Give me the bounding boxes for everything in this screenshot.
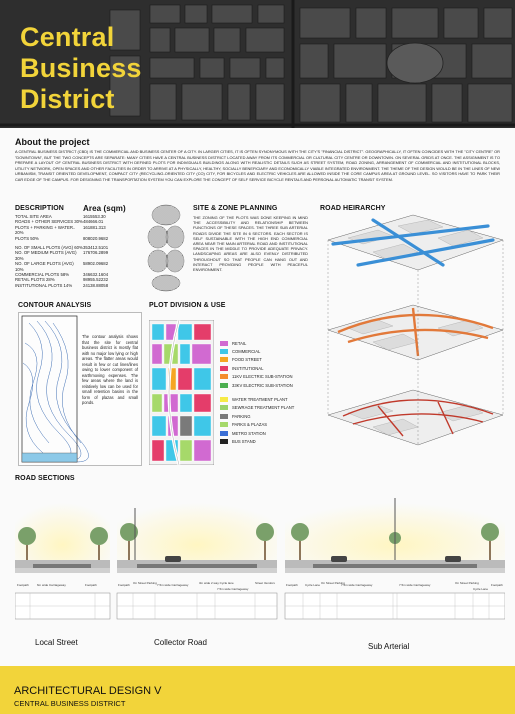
collector-label: 7.5m wide Carriageway [157,583,189,587]
caption-sub-arterial: Sub Arterial [368,642,410,651]
legend-item: INSTITUTIONAL [220,364,294,372]
collector-label: Footpath [118,583,130,587]
road-sections-heading: ROAD SECTIONS [15,475,75,482]
stats-row: COMMERCIAL PLOTS 58% 346632.1604 [15,272,109,278]
plot-division-heading: PLOT DIVISION & USE [149,302,226,309]
legend-item: PARKING [220,412,294,420]
collector-label: Street Vendors [255,581,275,585]
local-label-carriageway: 6m wide Carriageway [37,583,66,587]
plot-legend: RETAIL COMMERCIAL FOOD STREET INSTITUTIO… [220,339,294,446]
about-body: A central business district (CBD) is the… [15,149,500,182]
legend-swatch [220,374,228,380]
title-line-1: Central [20,22,115,52]
stats-row: PLOTS + PARKING + WATER.. 20% 161881.313 [15,224,106,236]
footer-project-title: CENTRAL BUSINESS DISTRICT [14,699,126,708]
page-title: Central Business District [20,22,142,115]
contour-heading: CONTOUR ANALYSIS [18,302,92,309]
header-banner: Central Business District [0,0,515,128]
sub-label: On Street Parking [321,581,345,585]
legend-swatch [220,438,228,444]
legend-swatch [220,357,228,363]
road-hierarchy-heading: ROAD HEIRARCHY [320,205,386,212]
stats-row: NO. OF SMALL PLOTS (AVG) 60% 353412.5101 [15,245,109,251]
collector-label: 3m wide 2 way Cycle lane [199,581,234,585]
sub-label: On Street Parking [455,581,479,585]
legend-item: WATER TREATMENT PLANT [220,395,294,403]
stats-heading-right: Area (sqm) [83,204,126,213]
legend-swatch [220,422,228,428]
sub-label: Footpath [286,583,298,587]
legend-swatch [220,430,228,436]
stats-row: PLOTS 50% 808020.9682 [15,235,109,241]
legend-swatch [220,382,228,388]
site-zone-heading: SITE & ZONE PLANNING [193,205,278,212]
road-hierarchy-axonometric [327,214,504,446]
stats-heading-left: DESCRIPTION [15,205,64,212]
legend-item: METRO STATION [220,429,294,437]
legend-item: BUS STAND [220,437,294,445]
title-line-2: Business [20,53,142,83]
about-heading: About the project [15,137,90,147]
legend-item: FOOD STREET [220,356,294,364]
sub-label: Cycle Lane [473,587,488,591]
sub-label: 7.5m wide Carriageway [341,583,373,587]
local-label-footpath: Footpath [17,583,29,587]
site-zone-body: The zoning of the plots was done keeping… [193,215,308,273]
sub-label: Footpath [491,583,503,587]
footer-course-title: ARCHITECTURAL DESIGN V [14,685,162,697]
legend-swatch [220,349,228,355]
area-stats-table: TOTAL SITE AREA 1615553.30 ROADS + OTHER … [15,214,141,288]
title-line-3: District [20,84,115,114]
plot-division-map [149,320,214,465]
stats-row: NO. OF LARGE PLOTS (AVG) 10% 58902.09682 [15,261,109,272]
collector-label: On Street Parking [133,581,157,585]
legend-swatch [220,397,228,403]
sub-label: Cycle Lane [305,583,320,587]
aerial-map-graphic [0,0,515,128]
legend-swatch [220,405,228,411]
legend-swatch [220,365,228,371]
legend-swatch [220,413,228,419]
stats-row: RETAIL PLOTS 28% 98955.52232 [15,277,109,283]
legend-item: COMMERCIAL [220,347,294,355]
contour-body: The contour analysis shows that the site… [82,334,138,405]
caption-collector-road: Collector Road [154,638,207,647]
stats-row: NO. OF MEDIUM PLOTS (AVG) 30% 176706.2899 [15,250,109,261]
legend-swatch [220,340,228,346]
stats-row: TOTAL SITE AREA 1615553.30 [15,214,106,219]
contour-map [18,312,142,466]
stats-row: ROADS + OTHER SERVICES 30% 484666.01 [15,219,104,225]
caption-local-street: Local Street [35,638,78,647]
sub-label: 7.5m wide Carriageway [399,583,431,587]
legend-item: 11KV ELECTRIC SUB-STATION [220,373,294,381]
legend-item: 33KV ELECTRIC SUB-STATION [220,381,294,389]
collector-label: 7.5m wide Carriageway [217,587,249,591]
footer-band: ARCHITECTURAL DESIGN V CENTRAL BUSINESS … [0,666,515,714]
stats-row: INSTITUTIONAL PLOTS 14% 24138.88058 [15,282,109,288]
zoning-blob-diagram [147,204,185,292]
legend-item: SEWRAGE TREATMENT PLANT [220,404,294,412]
legend-item: PARKS & PLAZAS [220,421,294,429]
road-sections-drawing: Footpath 6m wide Carriageway Footpath Fo… [15,498,505,620]
legend-item: RETAIL [220,339,294,347]
local-label-footpath-2: Footpath [85,583,97,587]
